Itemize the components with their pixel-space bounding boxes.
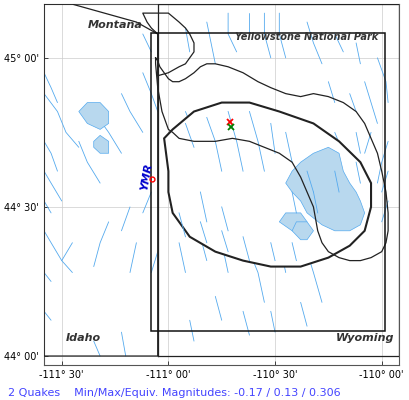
Polygon shape: [164, 102, 370, 266]
Text: Montana: Montana: [88, 20, 142, 30]
Text: Idaho: Idaho: [65, 333, 100, 343]
Bar: [151, 33, 384, 331]
Polygon shape: [94, 135, 108, 153]
Polygon shape: [279, 213, 306, 231]
Text: 2 Quakes    Min/Max/Equiv. Magnitudes: -0.17 / 0.13 / 0.306: 2 Quakes Min/Max/Equiv. Magnitudes: -0.1…: [8, 388, 340, 398]
Polygon shape: [79, 102, 108, 130]
Polygon shape: [291, 222, 313, 240]
Text: YMR: YMR: [139, 162, 154, 191]
Polygon shape: [285, 147, 364, 231]
Text: Wyoming: Wyoming: [335, 333, 393, 343]
Text: Yellowstone National Park: Yellowstone National Park: [235, 32, 378, 42]
